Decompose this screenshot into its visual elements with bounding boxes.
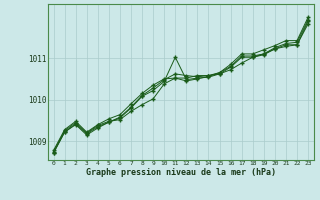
X-axis label: Graphe pression niveau de la mer (hPa): Graphe pression niveau de la mer (hPa) [86,168,276,177]
